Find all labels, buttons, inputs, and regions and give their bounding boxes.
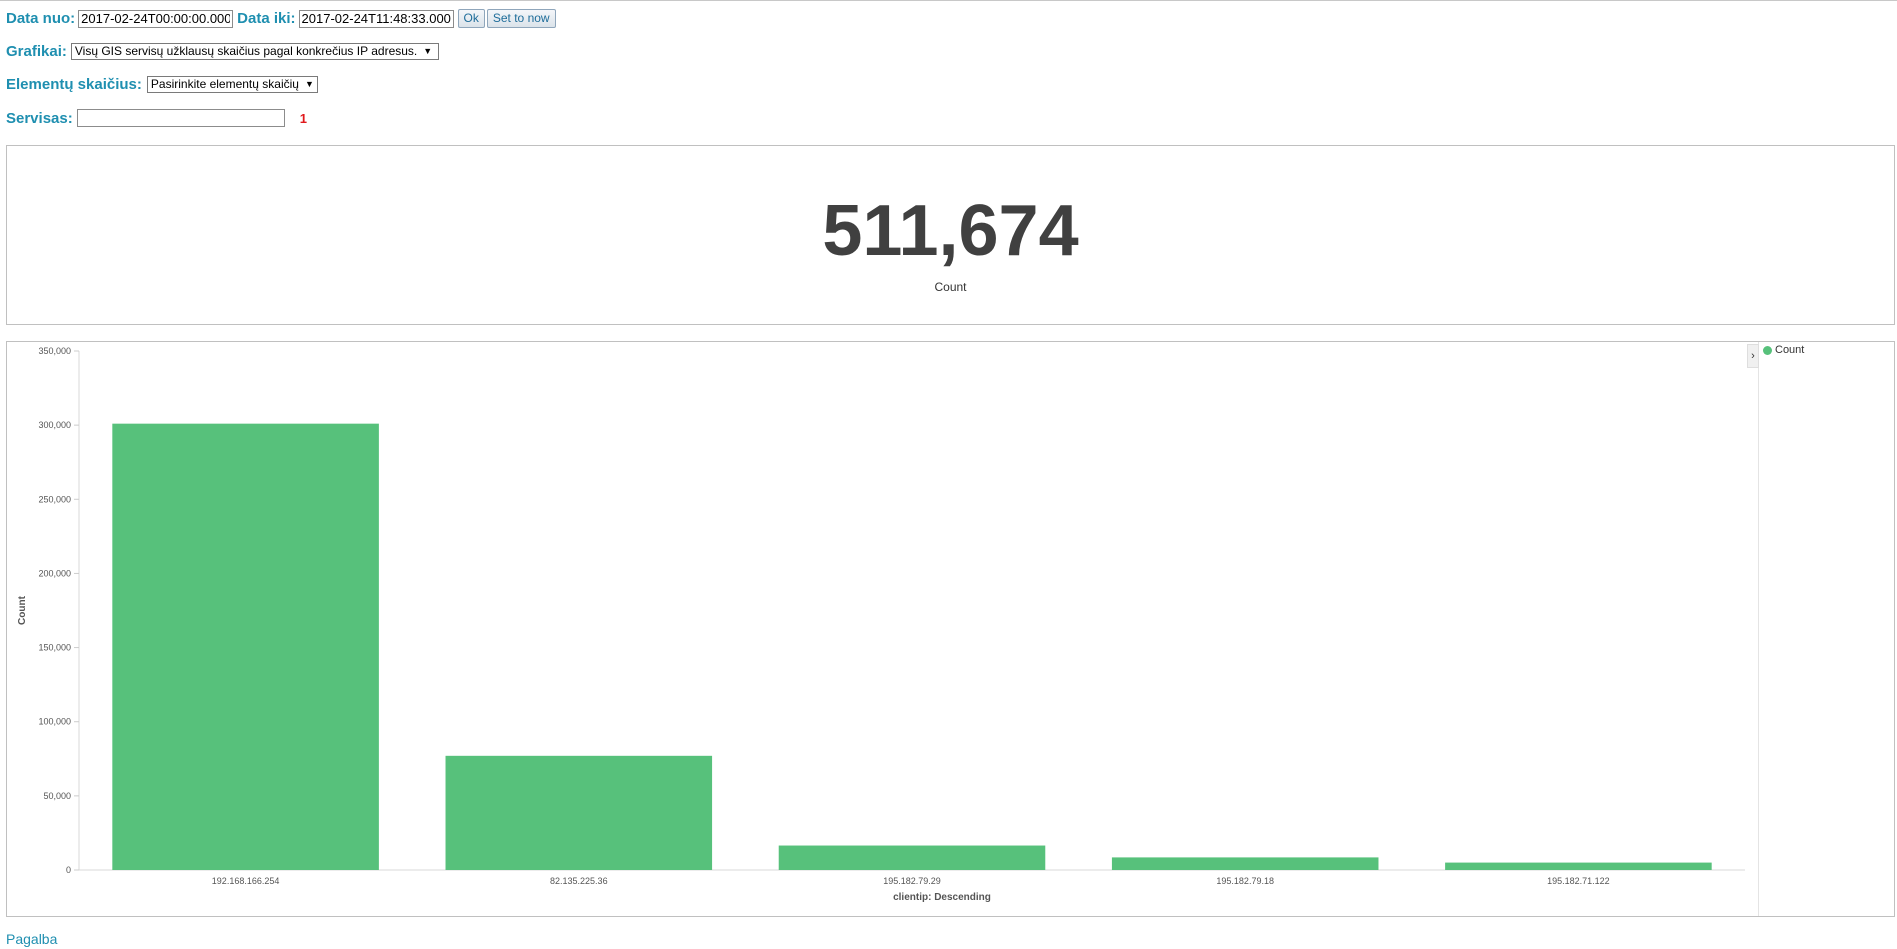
y-tick-label: 300,000 [38, 420, 71, 430]
date-to-label: Data iki: [237, 10, 296, 27]
legend-dot [1763, 345, 1772, 355]
service-filter-row: Servisas: 1 [6, 109, 307, 127]
date-to-input[interactable] [298, 9, 454, 28]
elements-label: Elementų skaičius: [6, 76, 142, 93]
legend-label: Count [1775, 344, 1805, 356]
elements-select[interactable]: Pasirinkite elementų skaičių ▼ [146, 76, 318, 93]
y-tick-label: 50,000 [43, 791, 71, 801]
ok-button[interactable]: Ok [457, 9, 485, 28]
chevron-down-icon: ▼ [423, 46, 433, 56]
x-axis-label: clientip: Descending [893, 892, 991, 903]
metric-panel: 511,674 Count [6, 145, 1895, 325]
bar-chart: 0 50,000 100,000 150,000 200,000 250,000 300,0… [17, 346, 1745, 903]
service-input[interactable] [76, 109, 285, 127]
charts-select[interactable]: Visų GIS servisų užklausų skaičius pagal… [70, 43, 439, 60]
charts-filter-row: Grafikai: Visų GIS servisų užklausų skai… [6, 43, 439, 60]
bar [445, 755, 713, 870]
legend-item-count[interactable]: Count [1763, 344, 1804, 356]
y-tick-label: 100,000 [38, 717, 71, 727]
x-tick-label: 192.168.166.254 [212, 876, 280, 886]
chevron-right-icon[interactable]: › [1747, 344, 1759, 368]
bar [1445, 862, 1712, 870]
chart-legend: › Count [1747, 342, 1894, 916]
chevron-down-icon: ▼ [304, 79, 314, 89]
x-tick-label: 195.182.79.18 [1216, 876, 1274, 886]
y-tick-label: 0 [66, 865, 71, 875]
bar-chart-panel: 0 50,000 100,000 150,000 200,000 250,000 300,0… [6, 341, 1895, 917]
bar [112, 423, 379, 870]
date-from-input[interactable] [78, 9, 234, 28]
service-count: 1 [299, 110, 307, 126]
service-label: Servisas: [6, 109, 73, 127]
y-tick-label: 200,000 [38, 568, 71, 578]
elements-select-value: Pasirinkite elementų skaičių [150, 77, 299, 91]
charts-select-value: Visų GIS servisų užklausų skaičius pagal… [74, 44, 418, 58]
y-tick-label: 150,000 [38, 643, 71, 653]
y-axis-label: Count [17, 595, 28, 625]
set-to-now-button[interactable]: Set to now [486, 9, 556, 28]
date-filter-row: Data nuo: Data iki: Ok Set to now [6, 9, 556, 28]
help-link[interactable]: Pagalba [6, 931, 58, 947]
date-from-label: Data nuo: [6, 10, 76, 27]
metric-value: 511,674 [822, 191, 1079, 271]
x-tick-label: 195.182.71.122 [1547, 876, 1610, 886]
x-tick-label: 195.182.79.29 [883, 876, 941, 886]
charts-label: Grafikai: [6, 43, 67, 60]
bar [1111, 857, 1379, 870]
bar [778, 845, 1046, 870]
y-tick-label: 350,000 [38, 346, 71, 356]
metric-label: Count [934, 280, 967, 294]
y-tick-label: 250,000 [38, 494, 71, 504]
elements-filter-row: Elementų skaičius: Pasirinkite elementų … [6, 76, 318, 93]
x-tick-label: 82.135.225.36 [550, 876, 608, 886]
